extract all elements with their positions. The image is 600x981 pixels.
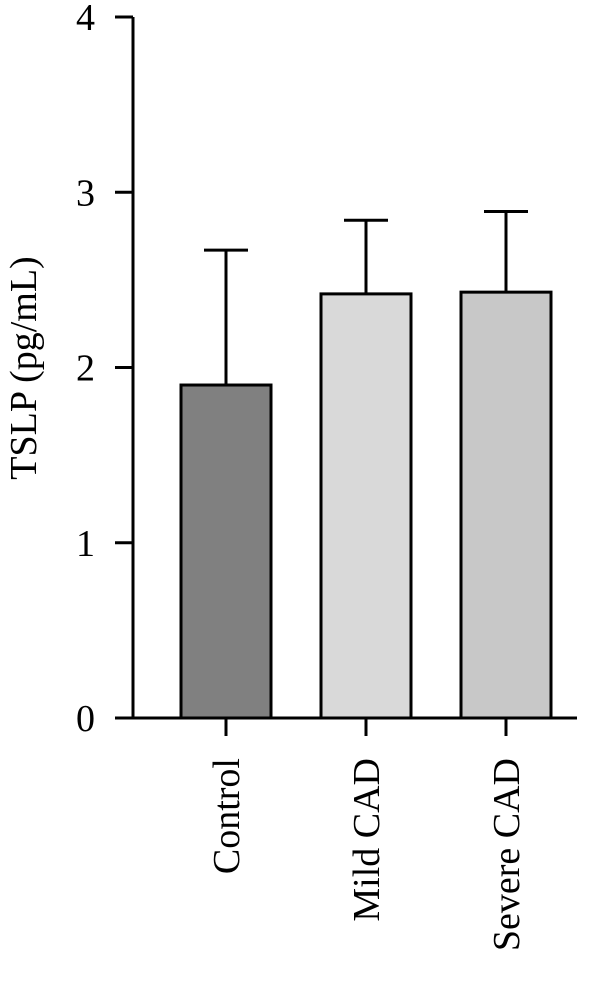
y-tick-label: 1 xyxy=(76,523,95,565)
bar xyxy=(459,290,553,720)
y-tick-label: 2 xyxy=(76,348,95,390)
bar xyxy=(179,383,273,720)
x-tick-label: Control xyxy=(206,758,248,874)
x-tick-label: Severe CAD xyxy=(486,758,528,951)
y-tick-label: 3 xyxy=(76,172,95,214)
bars xyxy=(179,290,553,720)
bar xyxy=(319,292,413,720)
y-tick-label: 0 xyxy=(76,698,95,740)
x-axis-labels: Control Mild CAD Severe CAD xyxy=(206,718,528,951)
y-axis-ticks: 0 1 2 3 4 xyxy=(76,0,133,740)
y-axis-title: TSLP (pg/mL) xyxy=(3,256,45,479)
x-tick-label: Mild CAD xyxy=(346,758,388,922)
error-bars xyxy=(204,210,528,386)
y-tick-label: 4 xyxy=(76,0,95,39)
